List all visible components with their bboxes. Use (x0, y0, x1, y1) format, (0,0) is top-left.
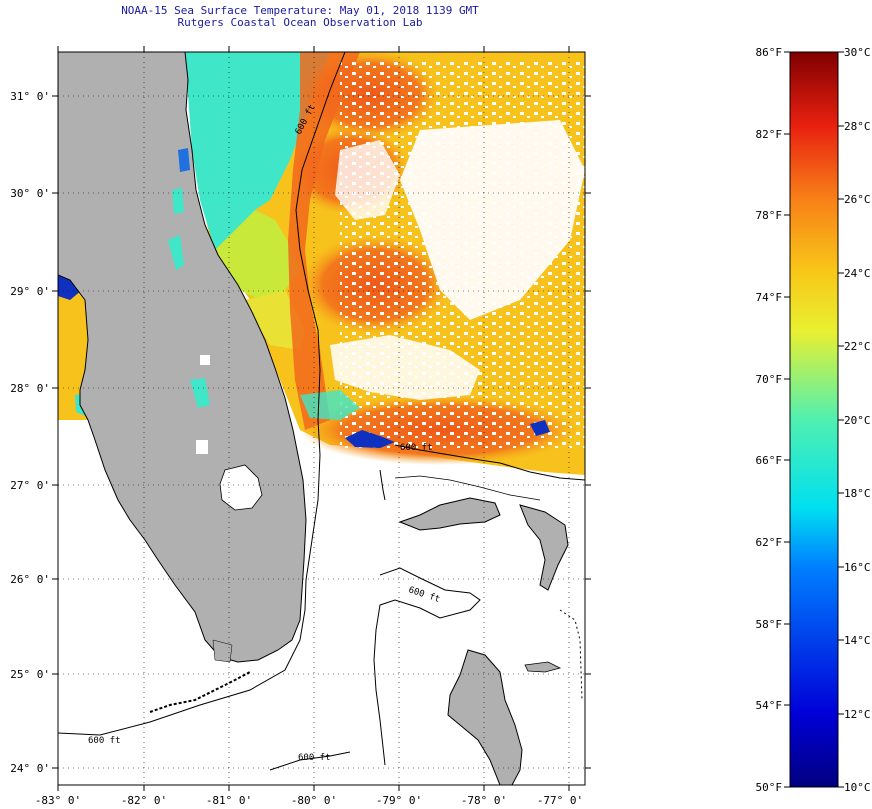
cb-f-62: 62°F (756, 536, 783, 549)
cb-c-28: 28°C (844, 120, 871, 133)
map-frame (57, 51, 586, 786)
abaco-island (519, 504, 569, 591)
lon-label-79: -79° 0' (376, 794, 422, 807)
lon-label-80: -80° 0' (291, 794, 337, 807)
cb-c-16: 16°C (844, 561, 871, 574)
map-area: 600 ft 600 ft 600 ft 600 ft 600 ft (58, 52, 585, 785)
map-title: NOAA-15 Sea Surface Temperature: May 01,… (121, 4, 479, 17)
sst-gulf-stream (288, 52, 360, 430)
lat-label-31: 31° 0' (10, 90, 50, 103)
lat-label-28: 28° 0' (10, 382, 50, 395)
isobath-600ft-south (269, 751, 351, 771)
sst-nearshore-mid (215, 210, 300, 300)
cb-f-50: 50°F (756, 781, 783, 794)
colorbar-ticks-c (838, 51, 844, 788)
cb-c-18: 18°C (844, 487, 871, 500)
lat-label-24: 24° 0' (10, 762, 50, 775)
cb-f-66: 66°F (756, 454, 783, 467)
graticule (58, 52, 585, 785)
lon-label-77: -77° 0' (537, 794, 583, 807)
contour-label-4: 600 ft (88, 736, 121, 746)
inland-lake-sst-3 (190, 378, 210, 408)
lon-label-78: -78° 0' (461, 794, 507, 807)
isobath-600ft-tongue (373, 567, 481, 766)
cb-f-58: 58°F (756, 618, 783, 631)
cb-f-74: 74°F (756, 291, 783, 304)
cloud-patch-east (400, 120, 585, 320)
cloud-patch-south (330, 335, 480, 400)
cb-c-24: 24°C (844, 267, 871, 280)
lon-label-81: -81° 0' (206, 794, 252, 807)
isobath-600ft-florida (58, 52, 346, 736)
florida-bay-land (212, 639, 233, 663)
sst-cool-patch-straits (300, 390, 360, 420)
andros-island (447, 649, 523, 785)
inland-lake (196, 440, 208, 454)
inland-lake-sst-1 (168, 235, 184, 270)
bimini-cays (379, 469, 386, 501)
new-providence (524, 661, 562, 673)
cb-c-22: 22°C (844, 340, 871, 353)
lat-ticks (52, 95, 591, 769)
colorbar: 86°F 82°F 78°F 74°F 70°F 66°F 62°F 58°F … (756, 46, 871, 794)
cb-f-54: 54°F (756, 699, 783, 712)
cloud-patch-center (335, 140, 400, 220)
cb-c-20: 20°C (844, 414, 871, 427)
inland-lake-2 (200, 355, 210, 365)
cb-f-78: 78°F (756, 209, 783, 222)
cb-c-14: 14°C (844, 634, 871, 647)
lon-label-82: -82° 0' (121, 794, 167, 807)
florida-keys (149, 671, 251, 713)
cb-c-12: 12°C (844, 708, 871, 721)
grand-bahama (398, 497, 501, 531)
cb-c-26: 26°C (844, 193, 871, 206)
colorbar-gradient (789, 51, 839, 788)
colorbar-ticks-f (784, 51, 790, 788)
lat-label-25: 25° 0' (10, 668, 50, 681)
cb-f-70: 70°F (756, 373, 783, 386)
cb-c-10: 10°C (844, 781, 871, 794)
map-subtitle: Rutgers Coastal Ocean Observation Lab (177, 16, 423, 29)
sst-cold-spot-1 (345, 430, 395, 448)
lake-okeechobee (219, 464, 263, 511)
inland-lake-sst-4 (178, 148, 190, 172)
cb-f-82: 82°F (756, 128, 783, 141)
lon-ticks (57, 46, 570, 791)
lat-label-27: 27° 0' (10, 479, 50, 492)
little-bahama-bank (394, 475, 541, 501)
isobath-600ft-bahama-north (394, 444, 585, 481)
lat-label-30: 30° 0' (10, 187, 50, 200)
sst-cold-spot-2 (530, 420, 550, 436)
lat-label-26: 26° 0' (10, 573, 50, 586)
sst-nearshore-cool (185, 52, 330, 250)
cb-c-30: 30°C (844, 46, 871, 59)
florida-land (58, 52, 307, 663)
lat-label-29: 29° 0' (10, 285, 50, 298)
cb-f-86: 86°F (756, 46, 783, 59)
inland-lake-sst-2 (172, 188, 184, 214)
contour-label-2: 600 ft (400, 443, 433, 453)
lon-label-83: -83° 0' (35, 794, 81, 807)
